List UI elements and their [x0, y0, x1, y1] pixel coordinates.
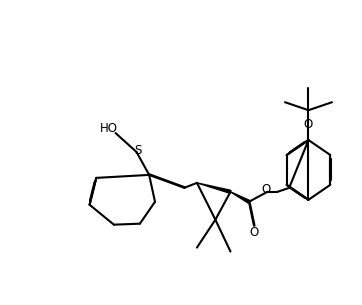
Text: HO: HO [100, 122, 118, 135]
Text: O: O [261, 183, 270, 196]
Polygon shape [197, 183, 231, 193]
Text: S: S [135, 144, 142, 156]
Polygon shape [231, 192, 250, 203]
Text: O: O [249, 226, 258, 239]
Text: O: O [304, 118, 313, 131]
